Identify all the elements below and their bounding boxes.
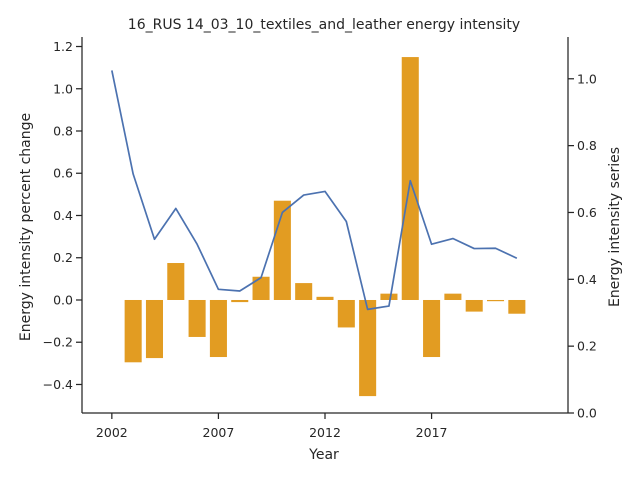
bar-series bbox=[124, 57, 526, 397]
bar-2013 bbox=[337, 299, 355, 328]
y-left-tick-label: 0.6 bbox=[53, 166, 73, 181]
bar-2009 bbox=[252, 276, 270, 300]
y-left-tick-label: 1.0 bbox=[53, 81, 73, 96]
bar-2003 bbox=[124, 299, 142, 363]
bar-2021 bbox=[508, 299, 526, 314]
y-left-tick-label: −0.2 bbox=[43, 335, 73, 350]
y-right-tick-label: 0.8 bbox=[577, 138, 597, 153]
bar-2016 bbox=[401, 57, 419, 300]
bar-2019 bbox=[465, 299, 483, 312]
bar-2015 bbox=[380, 293, 398, 300]
bar-2006 bbox=[188, 299, 206, 337]
y-left-tick-label: −0.4 bbox=[43, 377, 73, 392]
bar-2011 bbox=[295, 283, 313, 300]
x-tick-label-2002: 2002 bbox=[96, 425, 128, 440]
y-right-axis-label: Energy intensity series bbox=[607, 147, 623, 307]
bar-2008 bbox=[231, 299, 249, 303]
chart-title: 16_RUS 14_03_10_textiles_and_leather ene… bbox=[128, 17, 520, 33]
y-right-tick-label: 0.6 bbox=[577, 205, 597, 220]
line-series bbox=[111, 70, 518, 311]
y-left-tick-label: 0.4 bbox=[53, 208, 73, 223]
bar-2020 bbox=[487, 299, 505, 302]
bar-2010 bbox=[273, 200, 291, 300]
series-line bbox=[111, 70, 518, 311]
x-tick-label-2017: 2017 bbox=[416, 425, 448, 440]
bar-2017 bbox=[423, 299, 441, 358]
x-axis-label: Year bbox=[308, 447, 339, 463]
y-right-axis-ticks: 0.0 0.2 0.4 0.6 0.8 1.0 bbox=[568, 71, 597, 421]
x-tick-label-2007: 2007 bbox=[203, 425, 235, 440]
y-right-tick-label: 0.0 bbox=[577, 406, 597, 421]
y-right-tick-label: 0.2 bbox=[577, 339, 597, 354]
x-tick-label-2012: 2012 bbox=[309, 425, 341, 440]
bar-2004 bbox=[145, 299, 163, 359]
y-left-tick-label: 0.0 bbox=[53, 292, 73, 307]
y-left-axis-label: Energy intensity percent change bbox=[18, 113, 34, 341]
y-left-tick-label: 1.2 bbox=[53, 39, 73, 54]
x-axis-ticks: 2002 2007 2012 2017 bbox=[96, 413, 448, 440]
bar-2018 bbox=[444, 293, 462, 300]
y-right-tick-label: 1.0 bbox=[577, 71, 597, 86]
y-left-tick-label: 0.8 bbox=[53, 124, 73, 139]
y-left-axis-ticks: −0.4 −0.2 0.0 0.2 0.4 0.6 0.8 1.0 1.2 bbox=[43, 39, 82, 392]
bar-2012 bbox=[316, 296, 334, 300]
y-right-tick-label: 0.4 bbox=[577, 272, 597, 287]
bar-2014 bbox=[359, 299, 377, 397]
bar-2007 bbox=[209, 299, 227, 358]
bar-2005 bbox=[167, 263, 185, 300]
y-left-tick-label: 0.2 bbox=[53, 250, 73, 265]
